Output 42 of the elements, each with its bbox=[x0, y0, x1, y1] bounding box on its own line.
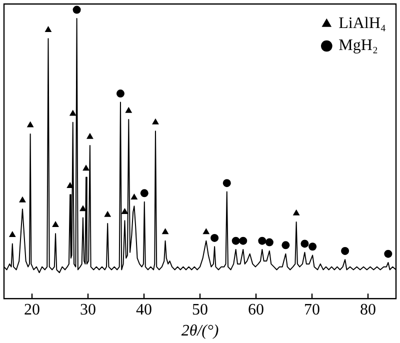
point bbox=[300, 240, 309, 248]
point bbox=[308, 242, 317, 251]
point bbox=[258, 236, 266, 245]
x-tick-label: 20 bbox=[24, 301, 40, 318]
point bbox=[82, 164, 90, 171]
point bbox=[8, 231, 16, 238]
x-axis-title: 2θ/(°) bbox=[181, 322, 219, 340]
point bbox=[282, 241, 290, 250]
point bbox=[341, 246, 350, 255]
point bbox=[66, 182, 74, 188]
point bbox=[116, 90, 124, 98]
point bbox=[140, 189, 148, 198]
legend-label: MgH₂ bbox=[338, 37, 378, 54]
point bbox=[232, 236, 240, 245]
point bbox=[104, 210, 112, 217]
point bbox=[69, 110, 76, 116]
point bbox=[384, 250, 392, 258]
point bbox=[121, 208, 128, 214]
point bbox=[292, 209, 300, 216]
point bbox=[19, 196, 26, 202]
point bbox=[265, 238, 274, 246]
point bbox=[130, 194, 138, 200]
x-tick-label: 50 bbox=[192, 301, 208, 318]
point bbox=[72, 6, 81, 14]
x-tick-label: 60 bbox=[248, 301, 264, 318]
x-tick-label: 30 bbox=[80, 301, 96, 318]
x-tick-label: 80 bbox=[360, 301, 376, 318]
x-tick-label: 70 bbox=[304, 301, 320, 318]
point bbox=[125, 106, 132, 113]
point bbox=[52, 220, 59, 227]
point bbox=[162, 228, 169, 234]
legend-label: LiAlH₄ bbox=[338, 15, 386, 32]
point bbox=[239, 236, 248, 245]
point bbox=[202, 228, 210, 234]
point bbox=[152, 118, 159, 124]
point bbox=[222, 179, 231, 188]
x-tick-label: 40 bbox=[136, 301, 152, 318]
point bbox=[44, 26, 52, 32]
point bbox=[26, 121, 34, 128]
point bbox=[210, 234, 219, 242]
point bbox=[86, 132, 94, 139]
point bbox=[79, 205, 86, 212]
